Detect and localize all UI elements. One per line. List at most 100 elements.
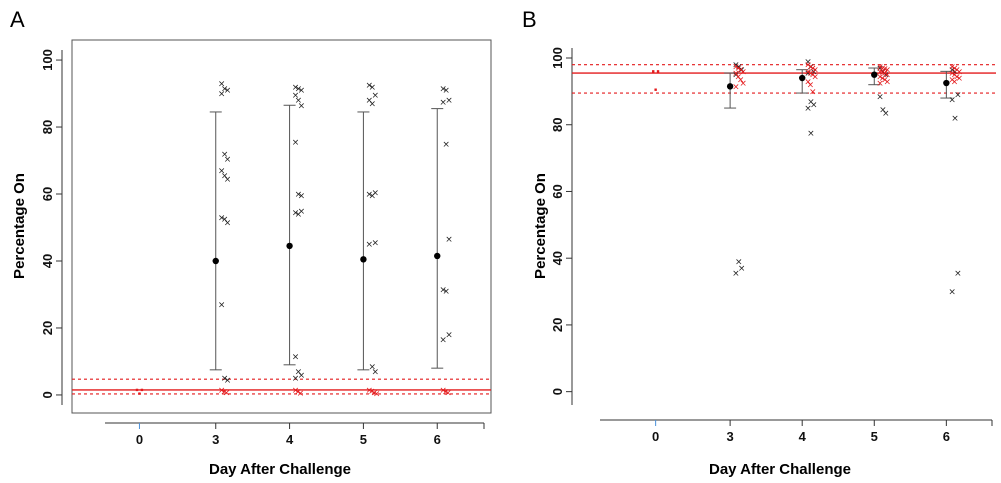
data-point: × bbox=[442, 86, 450, 96]
data-point: × bbox=[221, 85, 229, 95]
data-point-red: × bbox=[948, 62, 956, 72]
y-tick-label: 20 bbox=[550, 318, 565, 332]
data-point-red: × bbox=[876, 62, 884, 72]
data-point-red: × bbox=[811, 72, 819, 82]
baseline-point bbox=[656, 70, 660, 73]
data-point: × bbox=[218, 301, 226, 311]
x-tick-label: 5 bbox=[871, 429, 878, 444]
data-point-red: × bbox=[223, 388, 231, 398]
x-ticks-b: 0 3 4 5 6 bbox=[652, 420, 993, 444]
data-point-red: × bbox=[732, 62, 740, 72]
mean-point bbox=[871, 71, 878, 78]
data-point-red: × bbox=[220, 388, 228, 398]
data-point: × bbox=[218, 79, 226, 89]
data-point: × bbox=[224, 175, 232, 185]
data-point: × bbox=[221, 172, 229, 182]
data-point-red: × bbox=[370, 388, 378, 398]
mean-point bbox=[212, 257, 219, 265]
data-point: × bbox=[882, 109, 890, 119]
data-point-red: × bbox=[948, 76, 956, 86]
x-tick-label: 6 bbox=[434, 432, 441, 447]
points-b: ××××××××××××××××××××××××××××××××××××××××… bbox=[652, 57, 964, 298]
data-point-red: × bbox=[809, 87, 817, 97]
data-point-red: × bbox=[881, 69, 889, 79]
data-point-red: × bbox=[811, 66, 819, 76]
data-point-red: × bbox=[807, 69, 815, 79]
data-point: × bbox=[732, 269, 740, 279]
data-point: × bbox=[366, 96, 374, 106]
data-point: × bbox=[371, 368, 379, 378]
data-point: × bbox=[810, 101, 818, 111]
data-point: × bbox=[738, 66, 746, 76]
data-point: × bbox=[445, 96, 453, 106]
data-point: × bbox=[876, 64, 884, 74]
data-point: × bbox=[224, 218, 232, 228]
data-point-red: × bbox=[294, 388, 302, 398]
error-bars-a bbox=[209, 104, 444, 371]
data-point-red: × bbox=[366, 386, 374, 396]
data-point-red: × bbox=[879, 64, 887, 74]
x-tick-label: 0 bbox=[652, 429, 659, 444]
data-point: × bbox=[292, 83, 300, 93]
data-point-red: × bbox=[876, 72, 884, 82]
baseline-point bbox=[140, 388, 144, 392]
data-point-red: × bbox=[951, 71, 959, 81]
data-point: × bbox=[298, 101, 306, 111]
data-point: × bbox=[366, 240, 374, 250]
data-point: × bbox=[951, 67, 959, 77]
data-point-red: × bbox=[439, 386, 447, 396]
data-point-red: × bbox=[735, 64, 743, 74]
data-point: × bbox=[804, 57, 812, 67]
mean-point bbox=[360, 256, 367, 263]
data-point: × bbox=[292, 91, 300, 101]
data-point: × bbox=[218, 167, 226, 177]
data-point-red: × bbox=[879, 68, 887, 78]
data-point: × bbox=[224, 376, 232, 386]
data-point: × bbox=[295, 210, 303, 220]
x-ticks-a: 0 3 4 5 6 bbox=[136, 423, 485, 447]
data-point-red: × bbox=[804, 61, 812, 71]
data-point: × bbox=[954, 91, 962, 101]
data-point-red: × bbox=[807, 81, 815, 91]
data-point: × bbox=[882, 71, 890, 81]
data-point: × bbox=[735, 62, 743, 72]
data-point-red: × bbox=[732, 69, 740, 79]
data-point: × bbox=[368, 192, 376, 202]
data-point-red: × bbox=[883, 77, 891, 87]
data-point: × bbox=[445, 331, 453, 341]
baseline-point bbox=[135, 388, 139, 392]
data-point-red: × bbox=[807, 62, 815, 72]
x-tick-label: 3 bbox=[726, 429, 733, 444]
data-point: × bbox=[948, 96, 956, 106]
points-a: ××××××××××××××××××××××××××××××××××××××××… bbox=[135, 79, 453, 399]
data-point-red: × bbox=[951, 64, 959, 74]
data-point-red: × bbox=[879, 74, 887, 84]
y-tick-label: 100 bbox=[550, 47, 565, 69]
mean-point bbox=[726, 83, 734, 90]
baseline-point bbox=[654, 88, 657, 91]
data-point: × bbox=[954, 269, 962, 279]
data-point: × bbox=[879, 67, 887, 77]
y-tick-label: 20 bbox=[40, 321, 55, 335]
data-point: × bbox=[218, 90, 226, 100]
data-point-red: × bbox=[368, 387, 376, 397]
data-point: × bbox=[371, 91, 379, 101]
data-point-red: × bbox=[956, 74, 964, 84]
data-point-red: × bbox=[292, 386, 300, 396]
data-point: × bbox=[224, 86, 232, 96]
x-tick-label: 4 bbox=[799, 429, 807, 444]
x-axis-label-a: Day After Challenge bbox=[209, 461, 351, 478]
plot-frame-a bbox=[71, 39, 492, 414]
x-tick-label: 4 bbox=[286, 432, 294, 447]
data-point: × bbox=[807, 97, 815, 107]
data-point-red: × bbox=[953, 72, 961, 82]
data-point: × bbox=[298, 192, 306, 202]
mean-point bbox=[434, 252, 441, 260]
data-point-red: × bbox=[876, 67, 884, 77]
y-ticks-a: 0 20 40 60 80 100 bbox=[40, 49, 62, 399]
panel-letter-b: B bbox=[522, 7, 537, 32]
data-point: × bbox=[368, 100, 376, 110]
data-point-red: × bbox=[953, 66, 961, 76]
baseline-point bbox=[652, 70, 655, 73]
data-point-red: × bbox=[737, 76, 745, 86]
